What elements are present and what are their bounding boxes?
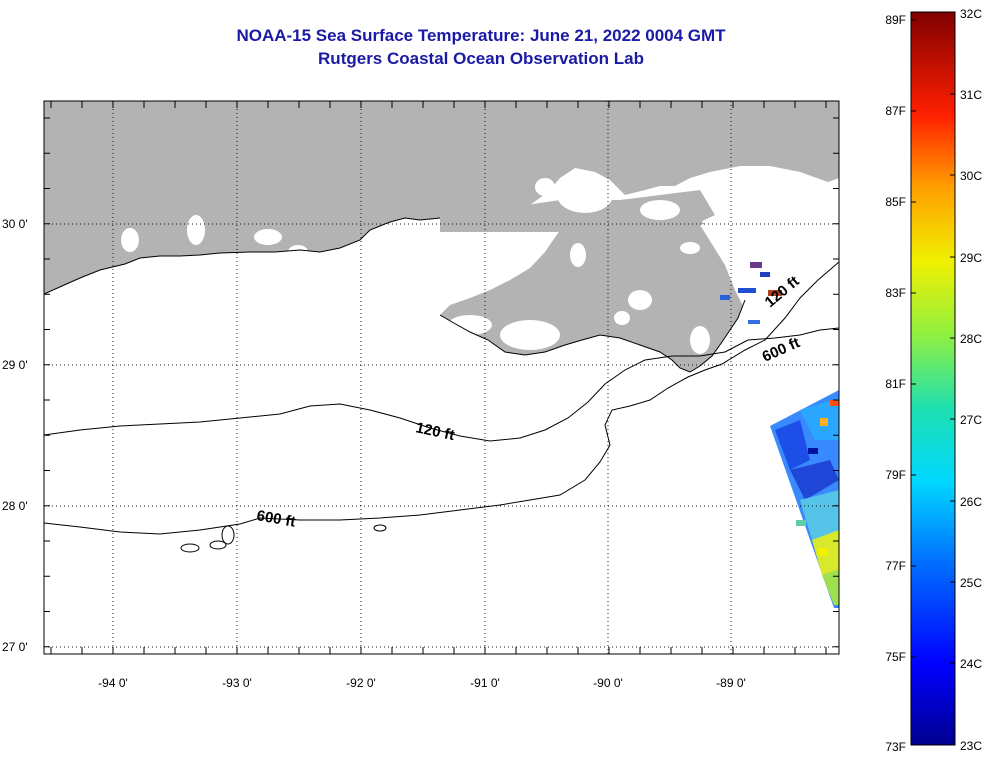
colorbar-c-label: 26C [960,495,982,509]
colorbar-c-label: 28C [960,332,982,346]
map-title: NOAA-15 Sea Surface Temperature: June 21… [236,26,726,45]
colorbar-f-label: 73F [885,740,906,754]
lat-label: 27 0' [2,640,28,654]
colorbar-f-label: 89F [885,13,906,27]
colorbar-f-label: 79F [885,468,906,482]
colorbar-f-label: 85F [885,195,906,209]
lat-label: 28 0' [2,499,28,513]
lat-label: 29 0' [2,358,28,372]
map-frame [43,100,840,655]
contour-label-600-west: 600 ft [255,507,297,531]
lon-label: -93 0' [222,676,252,690]
colorbar-f-label: 77F [885,559,906,573]
colorbar-f-label: 83F [885,286,906,300]
colorbar-c-label: 25C [960,576,982,590]
colorbar-f-label: 87F [885,104,906,118]
colorbar-c-label: 31C [960,88,982,102]
lon-label: -91 0' [470,676,500,690]
colorbar-c-label: 24C [960,657,982,671]
lon-label: -89 0' [716,676,746,690]
isobath-600ft [44,261,839,535]
colorbar-c-label: 27C [960,413,982,427]
sst-swath [770,390,839,608]
lon-label: -90 0' [593,676,623,690]
lon-label: -94 0' [98,676,128,690]
land-mass [44,101,839,294]
isobath-120ft [44,327,839,442]
colorbar-c-label: 29C [960,251,982,265]
colorbar-f-label: 81F [885,377,906,391]
map-subtitle: Rutgers Coastal Ocean Observation Lab [318,49,644,68]
colorbar-c-label: 30C [960,169,982,183]
lat-label: 30 0' [2,217,28,231]
colorbar-f-label: 75F [885,650,906,664]
colorbar-c-label: 32C [960,7,982,21]
colorbar-c-label: 23C [960,739,982,753]
colorbar [910,11,956,746]
lon-label: -92 0' [346,676,376,690]
